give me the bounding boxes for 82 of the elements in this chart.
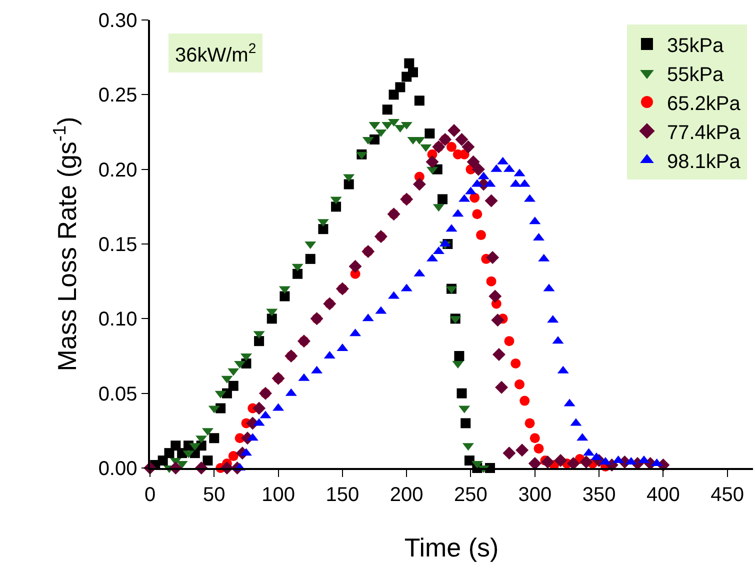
x-tick-label: 100	[262, 484, 295, 506]
point	[580, 456, 593, 469]
x-tick-label: 350	[582, 484, 616, 506]
legend-label: 35kPa	[666, 34, 725, 57]
y-tick-label: 0.05	[98, 383, 138, 406]
point	[486, 250, 500, 264]
x-tick-label: 150	[326, 484, 360, 506]
annotation: 36kW/m$^{2}$	[175, 40, 256, 66]
point	[158, 456, 168, 466]
legend-label: 98.1kPa	[666, 150, 742, 173]
y-tick-label: 0.00	[98, 458, 138, 480]
point	[495, 380, 508, 394]
point	[530, 433, 540, 444]
point	[460, 418, 471, 428]
point	[492, 348, 506, 362]
legend-label: 55kPa	[666, 64, 725, 86]
legend-label: 65.2kPa	[666, 92, 742, 115]
point	[395, 82, 406, 92]
point	[456, 388, 467, 398]
point	[502, 446, 516, 460]
point	[292, 268, 303, 279]
y-tick-label: 0.20	[98, 159, 138, 182]
legend-label: 77.4kPa	[666, 122, 742, 144]
point	[524, 418, 535, 428]
point	[541, 456, 554, 469]
point	[305, 254, 316, 264]
point	[455, 132, 468, 146]
point	[404, 58, 414, 68]
point	[254, 336, 264, 346]
point	[520, 396, 530, 406]
point	[504, 336, 514, 346]
point	[510, 358, 521, 368]
point	[412, 178, 426, 191]
point	[446, 142, 456, 152]
x-tick-label: 250	[454, 484, 488, 506]
point	[414, 96, 424, 106]
point	[228, 380, 238, 391]
point	[202, 456, 213, 466]
y-tick-label: 0.30	[98, 10, 138, 32]
point	[164, 448, 174, 458]
x-tick-label: 200	[390, 484, 424, 506]
point	[388, 90, 399, 100]
y-tick-label: 0.25	[98, 84, 138, 107]
x-tick-label: 450	[710, 484, 744, 506]
point	[462, 140, 475, 154]
point	[472, 209, 482, 220]
x-tick-label: 50	[203, 484, 226, 506]
point	[252, 402, 266, 415]
point	[408, 67, 418, 78]
point	[280, 291, 290, 302]
point	[228, 451, 238, 462]
point	[426, 155, 439, 168]
point	[476, 230, 486, 240]
point	[486, 276, 496, 286]
point	[318, 224, 328, 234]
point	[424, 128, 435, 138]
point	[491, 314, 504, 327]
x-tick-label: 400	[646, 484, 680, 506]
point	[484, 194, 498, 208]
point	[488, 290, 502, 303]
x-axis-title: Time (s)	[404, 532, 499, 562]
y-tick-label: 0.10	[98, 308, 138, 331]
point	[209, 433, 220, 444]
point	[470, 192, 480, 203]
point	[170, 440, 181, 451]
point	[438, 194, 448, 204]
point	[331, 202, 342, 212]
point	[514, 379, 524, 390]
x-tick-label: 300	[518, 484, 552, 506]
y-tick-label: 0.15	[98, 234, 138, 256]
point	[466, 155, 480, 168]
point	[454, 351, 464, 361]
point	[448, 124, 461, 138]
point	[534, 444, 544, 454]
point	[382, 104, 392, 115]
point	[516, 444, 529, 457]
point	[472, 162, 485, 176]
point	[554, 454, 568, 468]
x-tick-label: 0	[144, 484, 156, 506]
point	[344, 179, 354, 190]
point	[348, 260, 362, 273]
point	[266, 314, 277, 324]
